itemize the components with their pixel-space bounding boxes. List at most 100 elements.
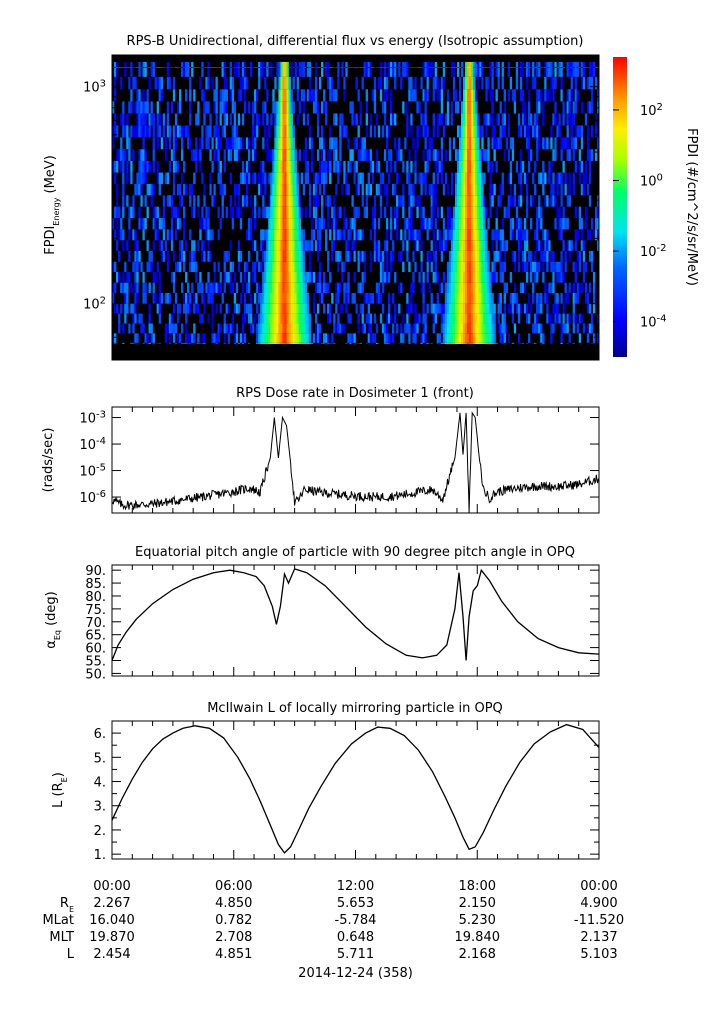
spectrogram-cell [262,240,265,251]
spectrogram-cell [241,195,245,207]
spectrogram-cell [367,149,371,161]
spectrogram-cell [339,125,342,138]
spectrogram-cell [438,240,442,251]
ephemeris-value: 0.782 [215,913,252,928]
spectrogram-cell [436,172,439,185]
spectrogram-cell [130,101,133,114]
spectrogram-cell [172,149,176,161]
spectrogram-cell [458,67,462,68]
spectrogram-cell [256,323,259,334]
spectrogram-cell [481,172,484,185]
spectrogram-cell [408,89,411,102]
spectrogram-cell [525,240,529,251]
spectrogram-cell [458,292,462,304]
spectrogram-cell [288,261,291,272]
spectrogram-cell [562,113,565,126]
spectrogram-cell [493,137,496,150]
spectrogram-cell [318,76,322,90]
spectrogram-cell [343,67,346,68]
spectrogram-cell [298,229,302,241]
spectrogram-cell [532,67,535,68]
spectrogram-cell [262,172,265,185]
spectrogram-cell [458,261,462,272]
spectrogram-cell [136,292,139,304]
spectrogram-cell [519,125,523,138]
spectrogram-cell [521,342,525,344]
spectrogram-cell [463,195,466,207]
spectrogram-cell [452,303,456,314]
spectrogram-cell [223,282,226,293]
spectrogram-cell [174,125,178,138]
spectrogram-cell [377,240,381,251]
spectrogram-cell [586,292,590,304]
spectrogram-cell [126,303,129,314]
spectrogram-cell [294,160,297,173]
spectrogram-cell [132,76,135,90]
spectrogram-cell [197,195,200,207]
spectrogram-cell [207,313,210,324]
spectrogram-cell [385,184,389,196]
y-tick-label: 10-4 [79,436,106,454]
spectrogram-cell [260,333,263,343]
spectrogram-cell [221,67,224,68]
spectrogram-cell [477,323,480,334]
spectrogram-cell [327,261,330,272]
spectrogram-cell [452,313,456,324]
spectrogram-cell [274,184,277,196]
spectrogram-cell [489,160,492,173]
spectrogram-cell [534,323,537,334]
spectrogram-cell [146,342,149,344]
spectrogram-cell [235,67,239,68]
spectrogram-cell [371,172,375,185]
spectrogram-cell [298,292,302,304]
spectrogram-cell [483,333,486,343]
spectrogram-cell [373,206,377,219]
spectrogram-cell [310,229,314,241]
spectrogram-cell [335,89,338,102]
spectrogram-cell [140,113,143,126]
spectrogram-cell [580,67,584,68]
spectrogram-cell [456,271,460,283]
spectrogram-cell [142,323,145,334]
spectrogram-cell [260,292,263,304]
spectrogram-cell [284,101,287,114]
spectrogram-cell [325,113,328,126]
spectrogram-cell [276,113,279,126]
spectrogram-cell [282,137,285,150]
spectrogram-cell [434,303,437,314]
spectrogram-cell [406,250,409,262]
spectrogram-cell [416,101,419,114]
spectrogram-cell [396,172,399,185]
spectrogram-cell [383,101,387,114]
spectrogram-cell [276,229,279,241]
y-tick-label: 2. [94,824,106,839]
spectrogram-cell [410,195,413,207]
spectrogram-cell [308,342,312,344]
spectrogram-cell [511,229,515,241]
y-tick-label: 75. [85,603,106,618]
spectrogram-cell [308,137,312,150]
spectrogram-cell [247,313,251,324]
spectrogram-cell [164,149,168,161]
spectrogram-cell [276,250,279,262]
spectrogram-cell [452,206,456,219]
spectrogram-cell [201,282,204,293]
spectrogram-cell [170,313,174,324]
spectrogram-cell [351,218,354,230]
spectrogram-cell [392,61,395,77]
spectrogram-cell [507,333,511,343]
y-tick-label: 65. [85,629,106,644]
spectrogram-cell [365,313,368,324]
spectrogram-cell [485,282,488,293]
spectrogram-cell [489,313,492,324]
spectrogram-cell [136,271,139,283]
spectrogram-cell [560,172,563,185]
spectrogram-cell [385,250,389,262]
spectrogram-cell [456,323,460,334]
spectrogram-cell [479,229,482,241]
spectrogram-cell [314,184,318,196]
spectrogram-cell [566,218,569,230]
spectrogram-cell [122,271,125,283]
spectrogram-cell [278,261,281,272]
spectrogram-cell [416,137,419,150]
